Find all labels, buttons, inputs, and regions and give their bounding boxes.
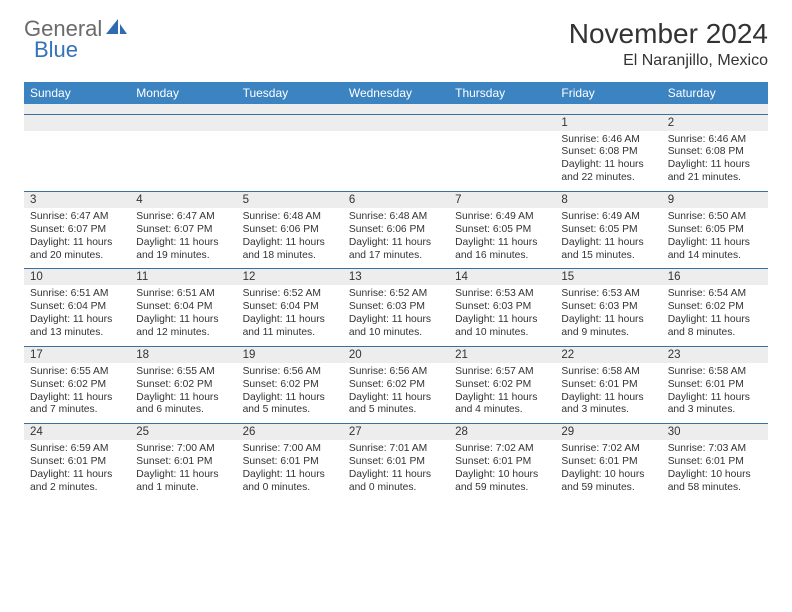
calendar-table: Sunday Monday Tuesday Wednesday Thursday…	[24, 82, 768, 501]
day-content-cell	[449, 131, 555, 192]
weekday-header: Friday	[555, 82, 661, 104]
day-number-cell: 4	[130, 191, 236, 208]
day-number-cell: 8	[555, 191, 661, 208]
day-content-row: Sunrise: 6:47 AMSunset: 6:07 PMDaylight:…	[24, 208, 768, 269]
day-content-cell: Sunrise: 6:46 AMSunset: 6:08 PMDaylight:…	[555, 131, 661, 192]
month-title: November 2024	[569, 18, 768, 50]
day-content-cell: Sunrise: 6:46 AMSunset: 6:08 PMDaylight:…	[662, 131, 768, 192]
day-content-cell: Sunrise: 7:00 AMSunset: 6:01 PMDaylight:…	[130, 440, 236, 500]
day-number-cell: 16	[662, 269, 768, 286]
day-number-cell: 28	[449, 424, 555, 441]
day-content-cell: Sunrise: 6:58 AMSunset: 6:01 PMDaylight:…	[555, 363, 661, 424]
day-number-cell: 7	[449, 191, 555, 208]
day-content-cell: Sunrise: 6:48 AMSunset: 6:06 PMDaylight:…	[237, 208, 343, 269]
day-number-cell: 21	[449, 346, 555, 363]
day-content-cell: Sunrise: 6:52 AMSunset: 6:03 PMDaylight:…	[343, 285, 449, 346]
day-content-cell	[237, 131, 343, 192]
day-number-cell	[449, 114, 555, 131]
day-content-cell: Sunrise: 7:02 AMSunset: 6:01 PMDaylight:…	[449, 440, 555, 500]
day-number-row: 17181920212223	[24, 346, 768, 363]
header: General Blue November 2024 El Naranjillo…	[24, 18, 768, 70]
day-number-row: 3456789	[24, 191, 768, 208]
day-content-row: Sunrise: 6:59 AMSunset: 6:01 PMDaylight:…	[24, 440, 768, 500]
day-content-cell	[24, 131, 130, 192]
day-content-cell: Sunrise: 7:03 AMSunset: 6:01 PMDaylight:…	[662, 440, 768, 500]
day-content-cell: Sunrise: 6:56 AMSunset: 6:02 PMDaylight:…	[343, 363, 449, 424]
logo: General Blue	[24, 18, 128, 61]
day-number-cell: 29	[555, 424, 661, 441]
day-number-cell	[24, 114, 130, 131]
day-number-cell: 9	[662, 191, 768, 208]
weekday-header: Tuesday	[237, 82, 343, 104]
day-number-cell: 30	[662, 424, 768, 441]
day-number-cell: 2	[662, 114, 768, 131]
day-number-cell: 14	[449, 269, 555, 286]
day-number-cell: 13	[343, 269, 449, 286]
day-number-cell: 17	[24, 346, 130, 363]
day-content-cell: Sunrise: 6:49 AMSunset: 6:05 PMDaylight:…	[449, 208, 555, 269]
day-content-cell: Sunrise: 6:51 AMSunset: 6:04 PMDaylight:…	[24, 285, 130, 346]
day-content-cell: Sunrise: 6:58 AMSunset: 6:01 PMDaylight:…	[662, 363, 768, 424]
logo-sail-icon	[104, 18, 128, 40]
day-number-cell: 1	[555, 114, 661, 131]
weekday-header: Thursday	[449, 82, 555, 104]
day-content-cell: Sunrise: 6:52 AMSunset: 6:04 PMDaylight:…	[237, 285, 343, 346]
day-content-cell: Sunrise: 7:02 AMSunset: 6:01 PMDaylight:…	[555, 440, 661, 500]
day-number-cell: 10	[24, 269, 130, 286]
day-number-cell: 11	[130, 269, 236, 286]
day-content-cell: Sunrise: 6:53 AMSunset: 6:03 PMDaylight:…	[449, 285, 555, 346]
logo-text-blue: Blue	[34, 40, 128, 61]
day-content-cell	[130, 131, 236, 192]
day-content-cell: Sunrise: 6:51 AMSunset: 6:04 PMDaylight:…	[130, 285, 236, 346]
day-content-cell: Sunrise: 6:55 AMSunset: 6:02 PMDaylight:…	[130, 363, 236, 424]
day-content-cell	[343, 131, 449, 192]
weekday-header: Monday	[130, 82, 236, 104]
location: El Naranjillo, Mexico	[569, 52, 768, 70]
weekday-header: Wednesday	[343, 82, 449, 104]
title-block: November 2024 El Naranjillo, Mexico	[569, 18, 768, 70]
day-number-cell: 25	[130, 424, 236, 441]
day-number-cell: 6	[343, 191, 449, 208]
day-number-cell: 20	[343, 346, 449, 363]
day-number-cell: 18	[130, 346, 236, 363]
day-number-cell: 27	[343, 424, 449, 441]
day-content-cell: Sunrise: 6:49 AMSunset: 6:05 PMDaylight:…	[555, 208, 661, 269]
day-number-cell: 15	[555, 269, 661, 286]
day-content-row: Sunrise: 6:51 AMSunset: 6:04 PMDaylight:…	[24, 285, 768, 346]
day-number-cell: 24	[24, 424, 130, 441]
day-content-row: Sunrise: 6:55 AMSunset: 6:02 PMDaylight:…	[24, 363, 768, 424]
weekday-header: Saturday	[662, 82, 768, 104]
day-content-cell: Sunrise: 6:50 AMSunset: 6:05 PMDaylight:…	[662, 208, 768, 269]
day-number-row: 10111213141516	[24, 269, 768, 286]
day-content-cell: Sunrise: 6:56 AMSunset: 6:02 PMDaylight:…	[237, 363, 343, 424]
day-number-cell	[237, 114, 343, 131]
day-content-cell: Sunrise: 6:48 AMSunset: 6:06 PMDaylight:…	[343, 208, 449, 269]
day-content-cell: Sunrise: 7:01 AMSunset: 6:01 PMDaylight:…	[343, 440, 449, 500]
day-content-cell: Sunrise: 6:53 AMSunset: 6:03 PMDaylight:…	[555, 285, 661, 346]
day-content-cell: Sunrise: 7:00 AMSunset: 6:01 PMDaylight:…	[237, 440, 343, 500]
day-number-cell	[130, 114, 236, 131]
day-number-cell: 12	[237, 269, 343, 286]
weekday-header-row: Sunday Monday Tuesday Wednesday Thursday…	[24, 82, 768, 104]
day-number-cell: 26	[237, 424, 343, 441]
day-content-cell: Sunrise: 6:47 AMSunset: 6:07 PMDaylight:…	[24, 208, 130, 269]
weekday-header: Sunday	[24, 82, 130, 104]
day-number-cell: 3	[24, 191, 130, 208]
day-content-cell: Sunrise: 6:59 AMSunset: 6:01 PMDaylight:…	[24, 440, 130, 500]
day-number-cell: 22	[555, 346, 661, 363]
day-number-cell	[343, 114, 449, 131]
day-content-cell: Sunrise: 6:47 AMSunset: 6:07 PMDaylight:…	[130, 208, 236, 269]
day-number-cell: 19	[237, 346, 343, 363]
day-content-cell: Sunrise: 6:57 AMSunset: 6:02 PMDaylight:…	[449, 363, 555, 424]
day-content-cell: Sunrise: 6:55 AMSunset: 6:02 PMDaylight:…	[24, 363, 130, 424]
day-content-cell: Sunrise: 6:54 AMSunset: 6:02 PMDaylight:…	[662, 285, 768, 346]
day-content-row: Sunrise: 6:46 AMSunset: 6:08 PMDaylight:…	[24, 131, 768, 192]
day-number-cell: 5	[237, 191, 343, 208]
day-number-row: 12	[24, 114, 768, 131]
day-number-cell: 23	[662, 346, 768, 363]
day-number-row: 24252627282930	[24, 424, 768, 441]
